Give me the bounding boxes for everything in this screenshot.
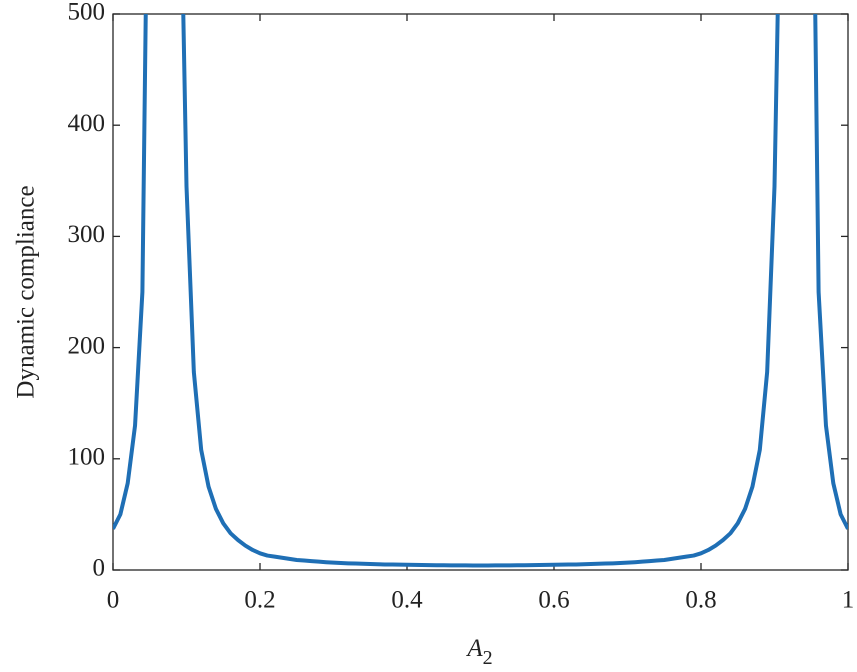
y-tick-label: 0 bbox=[93, 555, 106, 582]
x-tick-label: 1 bbox=[842, 587, 855, 614]
y-tick-label: 200 bbox=[68, 332, 106, 359]
data-line bbox=[113, 14, 848, 568]
x-label-main: A bbox=[465, 635, 483, 662]
y-tick-label: 400 bbox=[68, 110, 106, 137]
x-tick-label: 0.8 bbox=[685, 587, 716, 614]
x-tick-label: 0.2 bbox=[244, 587, 275, 614]
y-tick-label: 500 bbox=[68, 0, 106, 26]
x-tick-label: 0.6 bbox=[538, 587, 569, 614]
x-tick-label: 0.4 bbox=[391, 587, 423, 614]
axes-box bbox=[112, 13, 849, 571]
y-axis-label: Dynamic compliance bbox=[13, 185, 40, 398]
x-tick-label: 0 bbox=[107, 587, 120, 614]
x-label-sub: 2 bbox=[483, 647, 493, 669]
x-axis-label: A2 bbox=[465, 635, 492, 669]
y-tick-label: 100 bbox=[68, 444, 106, 471]
y-tick-label: 300 bbox=[68, 221, 106, 248]
